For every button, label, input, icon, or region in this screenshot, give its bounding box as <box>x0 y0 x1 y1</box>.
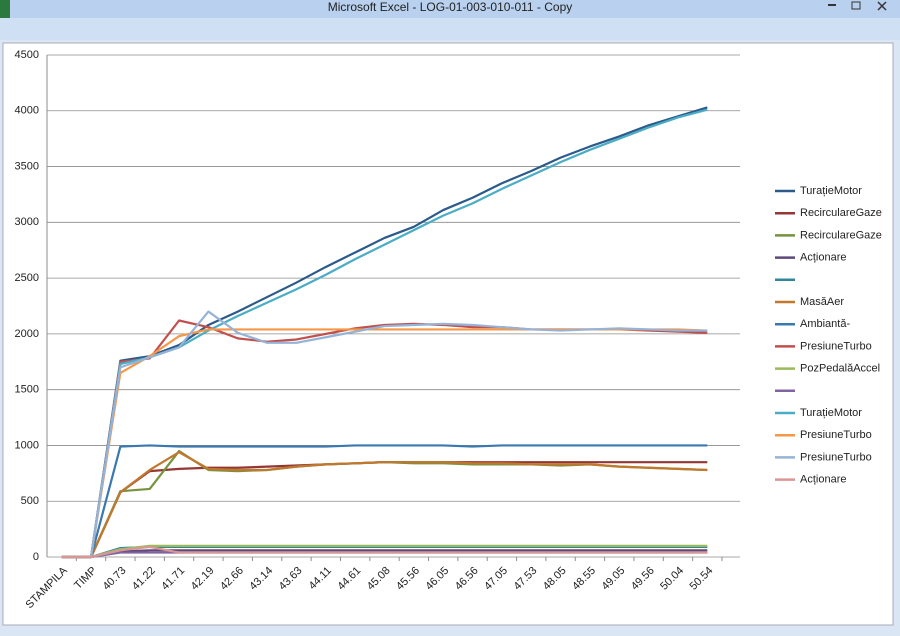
legend-label: TurațieMotor <box>800 185 862 197</box>
legend-label: RecirculareGaze <box>800 229 882 241</box>
legend-label: MasăAer <box>800 296 844 308</box>
series-line <box>61 444 708 559</box>
y-tick-label: 3000 <box>15 216 39 228</box>
y-tick-label: 4500 <box>15 49 39 61</box>
series-line <box>61 106 708 559</box>
y-tick-label: 2500 <box>15 272 39 284</box>
restore-button[interactable] <box>851 1 861 10</box>
legend-label: PresiuneTurbo <box>800 451 872 463</box>
minimize-button[interactable] <box>828 4 836 6</box>
series-line <box>61 545 708 559</box>
y-tick-label: 1000 <box>15 439 39 451</box>
series-line <box>61 310 708 559</box>
legend-label: Ambiantă- <box>800 318 850 330</box>
legend-label: PresiuneTurbo <box>800 340 872 352</box>
y-tick-label: 4000 <box>15 105 39 117</box>
legend-label: Acționare <box>800 474 846 486</box>
legend-label: RecirculareGaze <box>800 207 882 219</box>
y-tick-label: 1500 <box>15 384 39 396</box>
series-line <box>61 451 708 559</box>
window-title: Microsoft Excel - LOG-01-003-010-011 - C… <box>328 0 573 14</box>
close-button[interactable] <box>877 1 887 11</box>
title-bar <box>0 0 900 18</box>
y-tick-label: 500 <box>21 495 39 507</box>
y-tick-label: 0 <box>33 551 39 563</box>
series-line <box>61 545 708 559</box>
series-line <box>61 544 708 559</box>
y-tick-label: 2000 <box>15 328 39 340</box>
legend-label: PozPedalăAccel <box>800 363 880 375</box>
legend-label: PresiuneTurbo <box>800 429 872 441</box>
y-tick-label: 3500 <box>15 160 39 172</box>
legend-label: Acționare <box>800 252 846 264</box>
excel-icon <box>0 0 10 18</box>
legend-label: TurațieMotor <box>800 407 862 419</box>
ribbon-strip <box>0 18 900 40</box>
